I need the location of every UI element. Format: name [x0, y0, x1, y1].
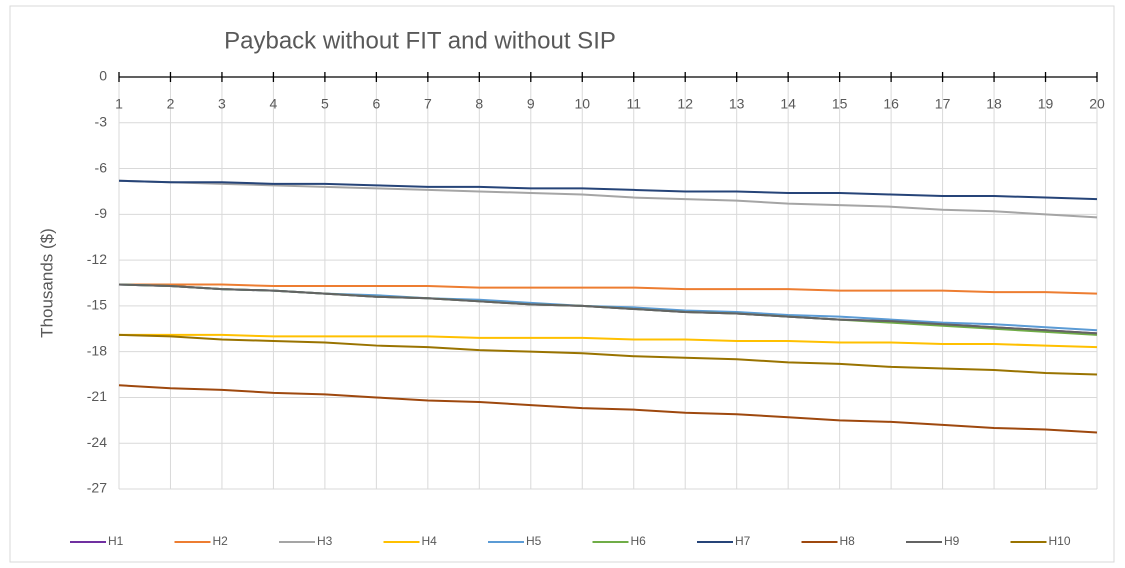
x-tick-label: 9	[527, 96, 535, 112]
legend-label: H9	[944, 534, 960, 548]
series-line	[119, 283, 1098, 295]
legend-label: H8	[840, 534, 856, 548]
x-tick-label: 8	[475, 96, 483, 112]
y-axis-label: Thousands ($)	[37, 228, 56, 338]
legend-label: H3	[317, 534, 333, 548]
x-tick-label: 1	[115, 96, 123, 112]
series-line	[118, 384, 1098, 434]
x-tick-label: 14	[780, 96, 796, 112]
legend-label: H5	[526, 534, 542, 548]
x-tick-label: 18	[986, 96, 1002, 112]
series-line	[118, 333, 1098, 376]
x-tick-label: 13	[729, 96, 745, 112]
y-tick-label: -15	[87, 297, 107, 313]
x-tick-label: 17	[935, 96, 951, 112]
y-tick-label: -18	[87, 342, 107, 358]
x-tick-label: 12	[677, 96, 693, 112]
x-tick-label: 2	[167, 96, 175, 112]
legend-label: H10	[1049, 534, 1071, 548]
y-tick-label: -24	[87, 434, 107, 450]
x-tick-label: 3	[218, 96, 226, 112]
x-tick-label: 20	[1089, 96, 1105, 112]
x-tick-label: 5	[321, 96, 329, 112]
y-tick-label: -21	[87, 388, 107, 404]
y-tick-label: -9	[95, 205, 108, 221]
y-tick-label: -3	[95, 113, 108, 129]
series-line	[119, 333, 1098, 349]
series-line	[118, 179, 1098, 201]
x-tick-label: 16	[883, 96, 899, 112]
legend-label: H6	[631, 534, 647, 548]
legend-label: H4	[422, 534, 438, 548]
chart-title: Payback without FIT and without SIP	[224, 27, 616, 54]
y-tick-label: -12	[87, 251, 107, 267]
y-tick-label: -6	[95, 159, 108, 175]
x-tick-label: 11	[626, 96, 641, 112]
x-tick-label: 10	[574, 96, 590, 112]
x-tick-label: 19	[1038, 96, 1054, 112]
legend-label: H2	[213, 534, 229, 548]
series-line	[118, 283, 1098, 335]
series-line	[118, 179, 1098, 219]
legend-label: H1	[108, 534, 124, 548]
x-tick-label: 7	[424, 96, 432, 112]
x-tick-label: 6	[372, 96, 380, 112]
y-tick-label: -27	[87, 480, 107, 496]
x-tick-label: 4	[270, 96, 278, 112]
x-tick-label: 15	[832, 96, 848, 112]
y-tick-label: 0	[99, 68, 107, 84]
legend-label: H7	[735, 534, 751, 548]
